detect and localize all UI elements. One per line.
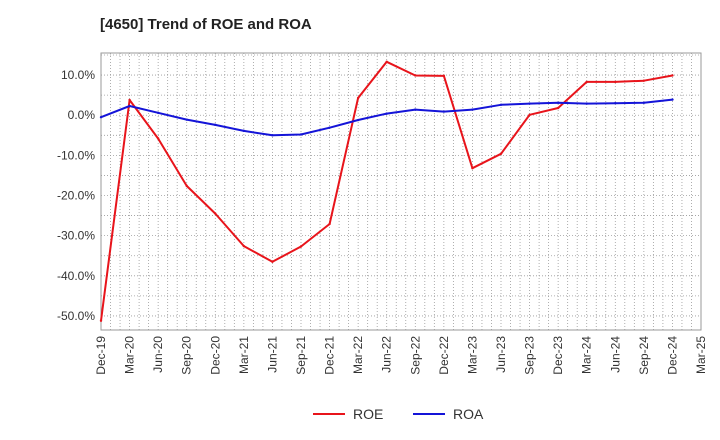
data-point-roe bbox=[299, 245, 303, 248]
data-point-roe bbox=[556, 106, 560, 110]
data-point-roe bbox=[642, 79, 646, 82]
data-point-roa bbox=[356, 118, 360, 122]
data-point-roe bbox=[671, 74, 674, 77]
x-tick-label: Dec-20 bbox=[208, 336, 222, 375]
data-point-roa bbox=[471, 108, 474, 111]
data-point-roa bbox=[242, 129, 246, 133]
x-tick-label: Mar-22 bbox=[351, 336, 365, 374]
x-tick-label: Jun-21 bbox=[265, 336, 279, 373]
data-point-roe bbox=[185, 184, 188, 188]
data-point-roe bbox=[614, 80, 617, 84]
y-tick-label: -20.0% bbox=[57, 189, 95, 203]
x-tick-label: Sep-20 bbox=[180, 336, 194, 375]
data-point-roa bbox=[185, 118, 188, 121]
y-tick-label: -50.0% bbox=[57, 309, 95, 323]
data-point-roa bbox=[414, 108, 417, 111]
data-point-roa bbox=[528, 102, 531, 105]
data-point-roa bbox=[271, 134, 274, 137]
data-point-roa bbox=[128, 104, 131, 108]
y-tick-label: -30.0% bbox=[57, 229, 95, 243]
legend: ROE ROA bbox=[313, 406, 484, 422]
x-tick-label: Dec-19 bbox=[94, 336, 108, 375]
legend-label-roa: ROA bbox=[453, 406, 484, 422]
x-tick-label: Jun-22 bbox=[380, 336, 394, 373]
data-point-roa bbox=[585, 102, 588, 105]
x-tick-label: Sep-21 bbox=[294, 336, 308, 375]
x-tick-label: Dec-22 bbox=[437, 336, 451, 375]
x-tick-label: Sep-23 bbox=[523, 336, 537, 375]
x-tick-label: Dec-23 bbox=[551, 336, 565, 375]
data-point-roa bbox=[99, 116, 103, 119]
y-tick-label: 0.0% bbox=[68, 108, 96, 122]
data-point-roe bbox=[356, 96, 360, 100]
x-tick-label: Mar-20 bbox=[123, 336, 137, 374]
series-lines bbox=[99, 60, 674, 322]
data-point-roe bbox=[128, 98, 131, 102]
x-axis: Dec-19 Mar-20 Jun-20 Sep-20 Dec-20 Mar-21 Jun-… bbox=[94, 336, 708, 375]
data-point-roe bbox=[99, 319, 103, 322]
data-point-roa bbox=[214, 123, 217, 127]
x-tick-label: Jun-20 bbox=[151, 336, 165, 373]
data-point-roe bbox=[528, 113, 531, 117]
data-point-roa bbox=[671, 98, 674, 101]
data-point-roa bbox=[499, 103, 503, 106]
data-point-roa bbox=[385, 112, 388, 115]
y-tick-label: -10.0% bbox=[57, 148, 95, 162]
data-point-roe bbox=[271, 260, 274, 263]
data-point-roe bbox=[242, 244, 246, 248]
grid bbox=[101, 53, 701, 330]
y-axis: 10.0% 0.0% -10.0% -20.0% -30.0% -40.0% -50.0% bbox=[57, 68, 95, 323]
data-point-roe bbox=[214, 212, 217, 215]
data-point-roa bbox=[614, 101, 617, 105]
x-tick-label: Mar-21 bbox=[237, 336, 251, 374]
x-tick-label: Mar-25 bbox=[694, 336, 708, 374]
data-point-roe bbox=[385, 60, 388, 64]
data-point-roe bbox=[156, 137, 160, 140]
x-tick-label: Dec-24 bbox=[665, 336, 679, 375]
chart-title: [4650] Trend of ROE and ROA bbox=[100, 16, 312, 33]
data-point-roe bbox=[442, 74, 446, 78]
data-point-roe bbox=[414, 74, 417, 77]
x-tick-label: Sep-24 bbox=[637, 336, 651, 375]
x-tick-label: Jun-24 bbox=[608, 336, 622, 373]
data-point-roa bbox=[556, 101, 560, 104]
x-tick-label: Sep-22 bbox=[408, 336, 422, 375]
x-tick-label: Mar-23 bbox=[465, 336, 479, 374]
y-tick-label: 10.0% bbox=[61, 68, 95, 82]
legend-label-roe: ROE bbox=[353, 406, 383, 422]
data-point-roe bbox=[328, 222, 331, 226]
x-tick-label: Dec-21 bbox=[323, 336, 337, 375]
data-point-roa bbox=[442, 110, 446, 113]
plot-frame bbox=[100, 52, 702, 331]
data-point-roa bbox=[328, 126, 331, 129]
data-point-roa bbox=[642, 101, 646, 104]
y-tick-label: -40.0% bbox=[57, 269, 95, 283]
x-tick-label: Jun-23 bbox=[494, 336, 508, 373]
data-point-roe bbox=[499, 152, 503, 155]
data-point-roe bbox=[471, 167, 474, 170]
data-point-roa bbox=[156, 111, 160, 115]
data-point-roa bbox=[299, 133, 303, 136]
data-point-roe bbox=[585, 80, 588, 84]
x-tick-label: Mar-24 bbox=[580, 336, 594, 374]
